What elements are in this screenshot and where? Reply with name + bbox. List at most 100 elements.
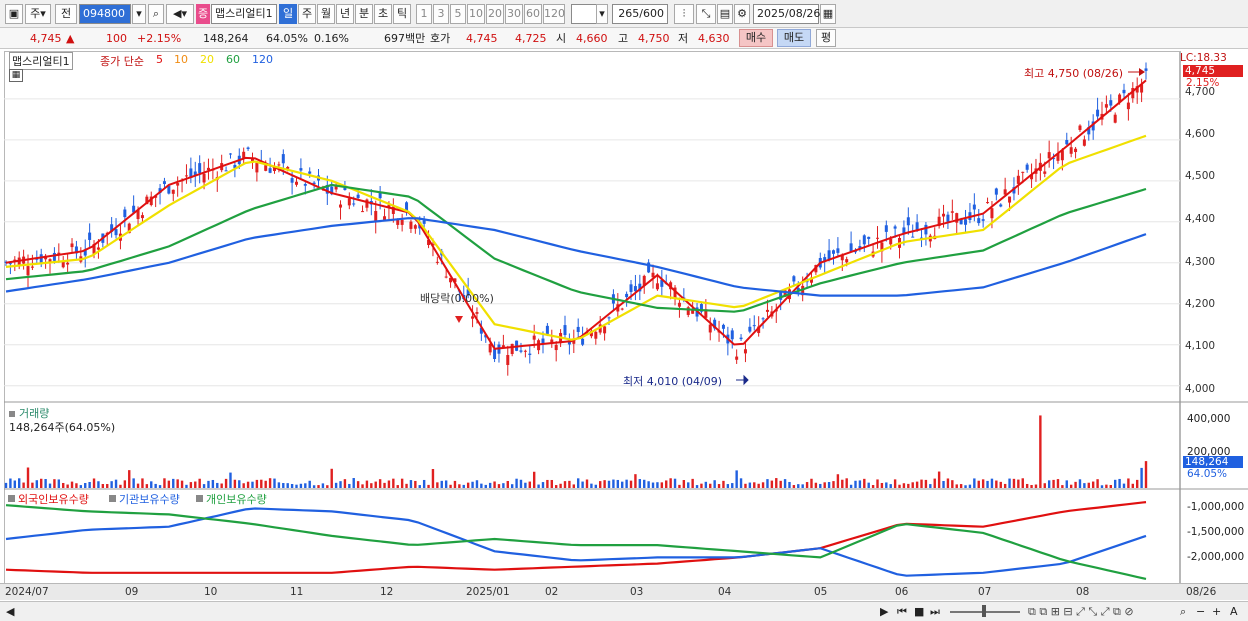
volume-bar (167, 480, 171, 488)
interval-button-7[interactable]: 120 (543, 4, 565, 24)
candle-body (607, 317, 611, 319)
cycle-type-select[interactable]: 주▾ (25, 4, 51, 24)
volume-bar (150, 481, 153, 488)
candle-body (409, 221, 413, 229)
count-field[interactable]: 265/600 (612, 4, 668, 24)
interval-button-5[interactable]: 30 (505, 4, 523, 24)
volume-bar (392, 478, 395, 488)
volume-pct-label: 64.05% (1187, 468, 1228, 480)
volume-bar (726, 484, 730, 488)
volume-bar (819, 483, 822, 488)
sound-icon[interactable]: ◀▾ (166, 4, 194, 24)
candle-body (964, 219, 968, 225)
candle-body (541, 338, 545, 344)
buy-button[interactable]: 매수 (739, 29, 773, 47)
interval-dropdown-icon[interactable]: ▾ (596, 4, 608, 24)
volume-bar (22, 482, 25, 488)
code-input[interactable]: 094800 (79, 4, 131, 24)
volume-bar (163, 478, 166, 488)
volume-bar (990, 478, 994, 488)
prev-button[interactable]: 전 (55, 4, 77, 24)
candle-body (400, 219, 404, 225)
interval-button-4[interactable]: 20 (486, 4, 504, 24)
candle-body (176, 183, 180, 186)
period-button-4[interactable]: 분 (355, 4, 373, 24)
candle-body (334, 186, 338, 190)
ma-label: 종가 단순 (100, 55, 144, 68)
search-icon[interactable]: ⌕ (148, 4, 164, 24)
volume-bar (612, 479, 615, 488)
interval-button-3[interactable]: 10 (467, 4, 485, 24)
gear-icon[interactable]: ⚙ (734, 4, 750, 24)
volume-bar (264, 480, 267, 488)
window-icon[interactable]: ▣ (5, 4, 23, 24)
sell-button[interactable]: 매도 (777, 29, 811, 47)
interval-button-0[interactable]: 1 (416, 4, 432, 24)
calendar-icon[interactable]: ▦ (820, 4, 836, 24)
zoom-icon[interactable]: ⌕ (1180, 605, 1187, 618)
scroll-left-icon[interactable]: ◀ (6, 605, 15, 618)
candle-body (589, 331, 593, 337)
candle-body (127, 223, 131, 234)
draw-icon[interactable]: ⤡ (696, 4, 716, 24)
interval-button-2[interactable]: 5 (450, 4, 466, 24)
candle-body (532, 335, 536, 340)
stock-name-field[interactable]: 맵스리얼티1 (211, 4, 277, 24)
period-button-3[interactable]: 년 (336, 4, 354, 24)
scroll-right-icon[interactable]: ▶ (880, 605, 889, 618)
volume-bar (753, 482, 756, 488)
candle-body (444, 276, 448, 278)
volume-bar (488, 482, 492, 488)
period-button-2[interactable]: 월 (317, 4, 335, 24)
x-tick: 10 (204, 586, 218, 598)
volume-bar (106, 484, 109, 488)
plus-icon[interactable]: + (1212, 605, 1222, 618)
interval-button-6[interactable]: 60 (524, 4, 542, 24)
rewind-icon[interactable]: ⏮ (897, 605, 907, 618)
volume-bar (246, 481, 250, 488)
ma-legend-120: 120 (252, 53, 273, 66)
avg-button[interactable]: 평 (816, 29, 836, 47)
minus-icon[interactable]: − (1196, 605, 1206, 618)
candle-body (295, 181, 299, 185)
period-button-5[interactable]: 초 (374, 4, 392, 24)
candle-body (1016, 175, 1020, 184)
volume-bar (863, 478, 866, 488)
candle-body (673, 287, 677, 298)
zoom-slider-handle[interactable] (982, 605, 986, 617)
chart-tools-icons[interactable]: ⧉ ⧉ ⊞ ⊟ ⤢ ⤡ ⤢ ⧉ ⊘ (1028, 605, 1134, 618)
date-field[interactable]: 2025/08/26 (753, 4, 820, 24)
scroll-bar[interactable]: ◀ ▶ ⏮ ■ ⏭ ⧉ ⧉ ⊞ ⊟ ⤢ ⤡ ⤢ ⧉ ⊘ ⌕ − + A (0, 601, 1248, 621)
volume-bar (532, 471, 536, 488)
period-button-0[interactable]: 일 (279, 4, 297, 24)
candle-body (158, 188, 162, 194)
period-button-1[interactable]: 주 (298, 4, 316, 24)
candle-body (268, 168, 272, 173)
forward-icon[interactable]: ⏭ (930, 605, 940, 618)
candle-body (387, 204, 391, 208)
volume-bar (849, 484, 853, 488)
candle-body (743, 349, 747, 354)
grid-icon[interactable]: ▦ (9, 69, 23, 82)
price-tick: 4,100 (1185, 340, 1216, 352)
volume-bar (744, 483, 747, 488)
low-label: 저 (678, 32, 689, 45)
candle-icon[interactable]: ⫶ (674, 4, 694, 24)
x-tick: 2025/01 (466, 586, 510, 598)
price-tick: 4,000 (1185, 383, 1216, 395)
font-size-icon[interactable]: A (1230, 605, 1238, 618)
series-name[interactable]: 맵스리얼티1 (9, 52, 73, 70)
volume-bar (660, 482, 664, 488)
candle-body (422, 220, 426, 224)
interval-button-1[interactable]: 3 (433, 4, 449, 24)
period-button-6[interactable]: 틱 (393, 4, 411, 24)
count-max: /600 (639, 7, 664, 20)
save-icon[interactable]: ▤ (717, 4, 733, 24)
volume-bar (669, 478, 672, 488)
price: 4,745 (30, 32, 62, 45)
open-label: 시 (556, 32, 567, 45)
candle-body (1065, 140, 1069, 145)
code-dropdown-icon[interactable]: ▾ (132, 4, 146, 24)
stop-icon[interactable]: ■ (914, 605, 925, 618)
candle-body (171, 189, 175, 194)
